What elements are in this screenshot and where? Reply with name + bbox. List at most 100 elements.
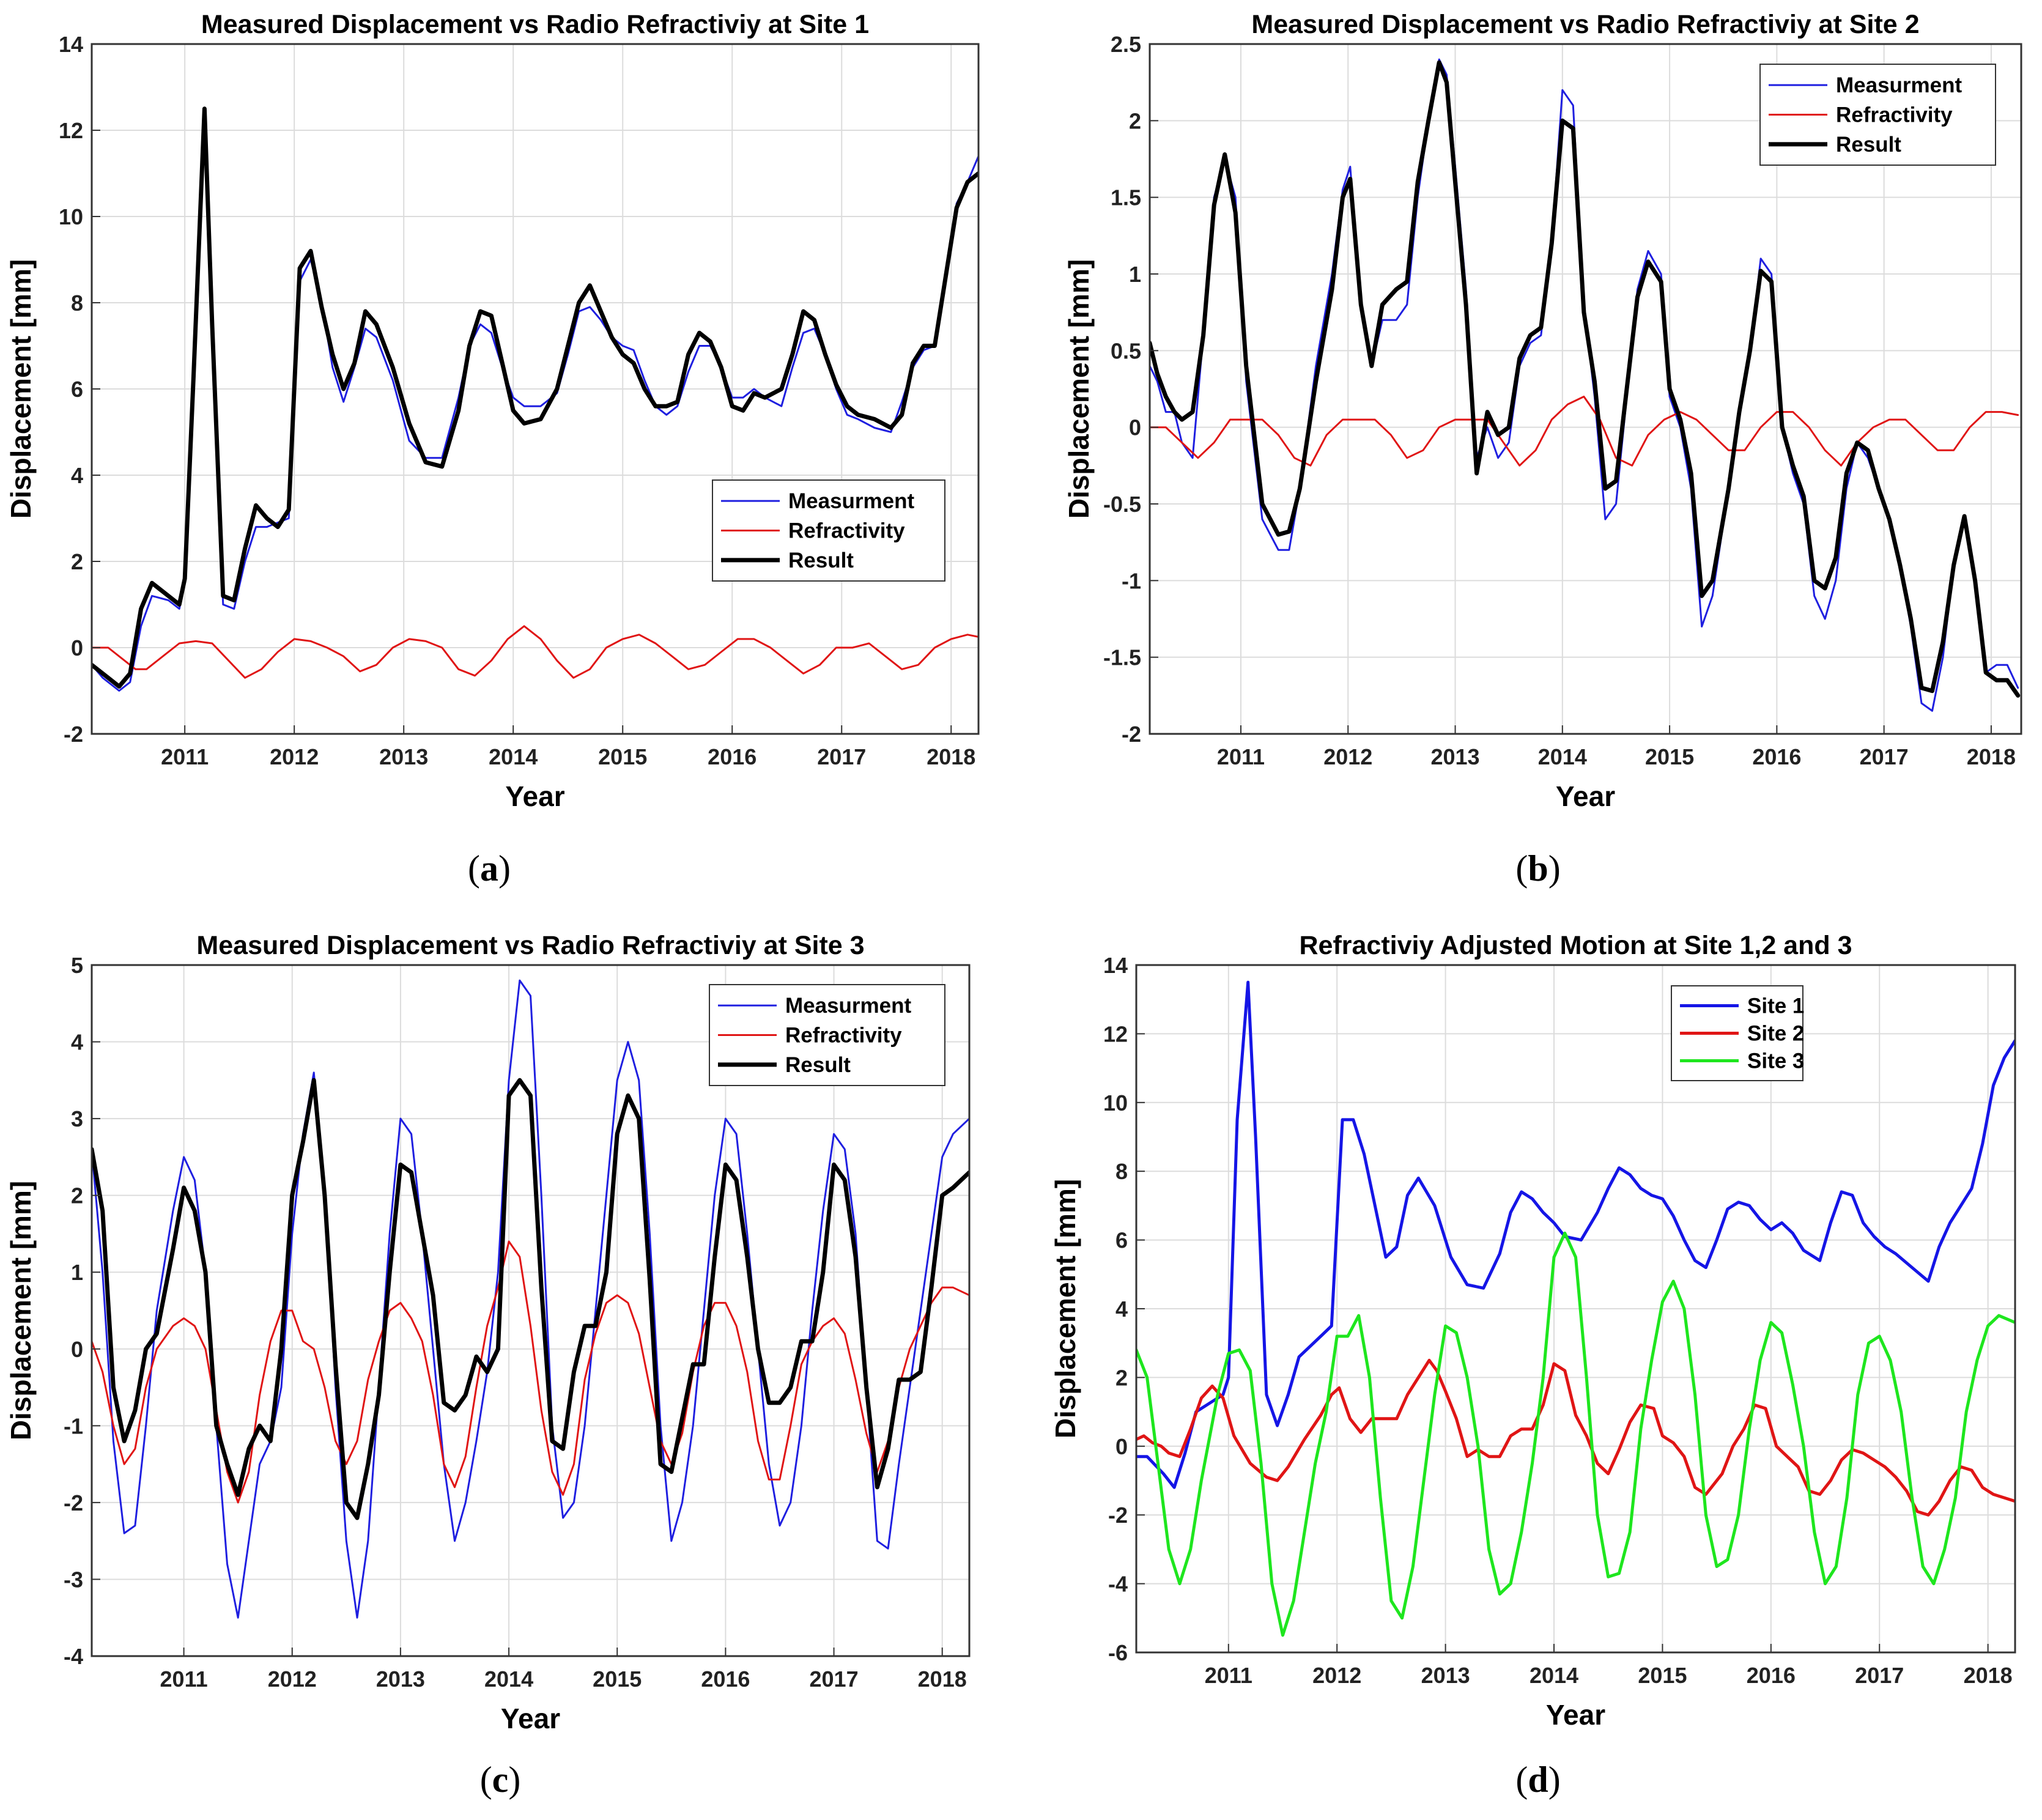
y-axis-label: Displacement [mm] [5, 259, 37, 519]
legend: Site 1 Site 2 Site 3 [1671, 985, 1804, 1081]
legend-label: Result [1836, 133, 1901, 157]
chart-panel-2: 2011 2012 2013 2014 2015 2016 2017 2018 -2 -1.5 -1… [1063, 10, 2022, 889]
series-line-site-3 [1136, 1231, 2015, 1637]
y-tick-label: 6 [71, 377, 83, 402]
series-line-refractivity [92, 625, 978, 679]
y-tick-label: 14 [59, 32, 83, 57]
x-tick-label: 2014 [484, 1666, 533, 1692]
series-line-result [1150, 60, 2021, 698]
panel-caption: (d) [1515, 1759, 1560, 1800]
y-tick-label: 1 [71, 1260, 83, 1285]
series-line-refractivity [1150, 396, 2019, 467]
series-line-site-1 [1136, 980, 2015, 1489]
y-tick-label: 2 [1115, 1365, 1128, 1390]
legend-label: Result [788, 549, 854, 572]
y-tick-label: 8 [71, 290, 83, 316]
x-tick-label: 2011 [160, 1666, 208, 1692]
y-tick-label: 14 [1103, 953, 1128, 978]
y-tick-label: -2 [64, 722, 83, 747]
chart-title: Refractiviy Adjusted Motion at Site 1,2 … [1300, 931, 1852, 960]
y-tick-label: -2 [1122, 722, 1141, 747]
x-tick-label: 2014 [1538, 744, 1587, 769]
y-tick-label: 12 [59, 118, 83, 143]
y-tick-label: 12 [1103, 1021, 1128, 1046]
x-tick-label: 2017 [1855, 1663, 1904, 1688]
axes-box [1149, 43, 2022, 735]
x-tick-label: 2012 [268, 1666, 317, 1692]
x-axis-label: Year [501, 1703, 560, 1734]
x-axis-label: Year [505, 780, 564, 812]
x-tick-label: 2018 [918, 1666, 967, 1692]
y-axis-label: Displacement [mm] [5, 1181, 37, 1440]
legend-label: Refractivity [1836, 103, 1953, 127]
x-tick-label: 2014 [1530, 1663, 1578, 1688]
series-group [92, 106, 978, 692]
x-tick-label: 2013 [379, 744, 428, 769]
y-tick-label: 0 [1129, 415, 1141, 440]
chart-panel-1: 2011 2012 2013 2014 2015 2016 2017 2018 -2 0 2 4 6 8 1… [5, 10, 980, 889]
y-tick-label: 2.5 [1111, 32, 1141, 57]
y-tick-label: 2 [71, 1183, 83, 1208]
y-tick-label: 2 [71, 549, 83, 574]
legend-label: Result [785, 1053, 851, 1077]
legend-label: Site 2 [1747, 1022, 1804, 1046]
x-tick-label: 2016 [1747, 1663, 1796, 1688]
x-axis-label: Year [1546, 1699, 1605, 1731]
legend: Measurment Refractivity Result [709, 984, 945, 1086]
x-tick-label: 2012 [1323, 744, 1372, 769]
y-tick-label: 0 [71, 635, 83, 660]
y-tick-label: 10 [59, 204, 83, 229]
x-tick-label: 2018 [927, 744, 975, 769]
y-tick-label: 5 [71, 953, 83, 978]
x-tick-label: 2015 [598, 744, 647, 769]
x-tick-label: 2011 [1217, 744, 1265, 769]
y-axis-label: Displacement [mm] [1063, 259, 1095, 519]
x-tick-label: 2017 [1860, 744, 1909, 769]
chart-panel-4: 2011 2012 2013 2014 2015 2016 2017 2018 -6 -4 -2 0 2… [1049, 931, 2016, 1800]
x-tick-label: 2014 [489, 744, 538, 769]
legend-label: Site 1 [1747, 994, 1804, 1018]
chart-title: Measured Displacement vs Radio Refractiv… [1251, 10, 1919, 39]
y-tick-label: 1.5 [1111, 185, 1141, 210]
series-line-refractivity [92, 1240, 969, 1504]
x-tick-label: 2012 [1312, 1663, 1361, 1688]
x-tick-label: 2013 [1430, 744, 1479, 769]
legend-label: Site 3 [1747, 1049, 1804, 1073]
legend-label: Refractivity [785, 1024, 902, 1048]
y-tick-label: 6 [1115, 1228, 1128, 1253]
axes-box [91, 964, 971, 1657]
y-tick-label: 2 [1129, 108, 1141, 133]
x-tick-label: 2017 [810, 1666, 859, 1692]
x-tick-label: 2016 [701, 1666, 750, 1692]
series-group [92, 979, 969, 1619]
panel-caption: (a) [468, 848, 511, 889]
y-tick-label: -2 [64, 1490, 83, 1515]
chart-panel-3: 2011 2012 2013 2014 2015 2016 2017 2018-4-3-2-1… [5, 931, 971, 1800]
legend-label: Measurment [788, 489, 915, 513]
series-group [1150, 58, 2021, 712]
series-line-site-2 [1136, 1358, 2015, 1517]
x-tick-label: 2011 [161, 744, 209, 769]
x-tick-label: 2012 [270, 744, 319, 769]
x-tick-label: 2013 [1421, 1663, 1470, 1688]
x-tick-label: 2015 [593, 1666, 642, 1692]
y-tick-label: 4 [1115, 1297, 1128, 1322]
x-tick-label: 2015 [1638, 1663, 1687, 1688]
y-tick-label: -6 [1108, 1640, 1128, 1665]
x-tick-label: 2018 [1964, 1663, 2013, 1688]
y-tick-label: 4 [71, 1030, 83, 1055]
x-tick-label: 2013 [376, 1666, 425, 1692]
x-tick-label: 2018 [1967, 744, 2016, 769]
y-tick-label: -1 [1122, 568, 1141, 593]
legend: Measurment Refractivity Result [712, 479, 945, 582]
x-tick-label: 2016 [1752, 744, 1801, 769]
y-tick-label: -3 [64, 1567, 83, 1592]
x-tick-label: 2017 [817, 744, 866, 769]
chart-title: Measured Displacement vs Radio Refractiv… [196, 931, 864, 960]
y-tick-label: -2 [1108, 1503, 1128, 1528]
legend: Measurment Refractivity Result [1759, 64, 1996, 166]
y-tick-label: 1 [1129, 262, 1141, 287]
y-tick-label: 3 [71, 1106, 83, 1131]
y-tick-label: -1 [64, 1413, 83, 1438]
